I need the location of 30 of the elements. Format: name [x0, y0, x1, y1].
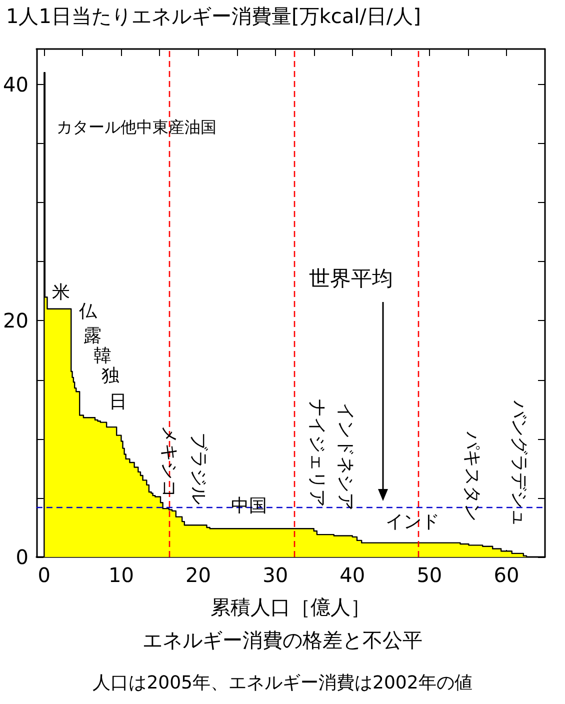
annotation: パキスタン — [461, 430, 482, 522]
annotation: 仏 — [78, 300, 98, 322]
x-tick-label: 20 — [186, 563, 211, 587]
x-tick-label: 0 — [38, 563, 51, 587]
annotation: メキシコ — [158, 425, 180, 498]
x-tick-label: 30 — [262, 563, 288, 587]
annotation: 韓 — [94, 346, 112, 367]
annotation: 日 — [109, 392, 128, 413]
annotation: インドネシア — [334, 402, 356, 511]
x-tick-label: 40 — [340, 563, 366, 587]
text: エネルギー消費の格差と不公平 — [142, 628, 422, 652]
annotation: 独 — [101, 366, 120, 387]
x-tick-label: 50 — [416, 563, 442, 587]
annotation: ブラジル — [188, 432, 209, 504]
y-tick-label: 0 — [16, 545, 28, 569]
y-axis-title: 1人1日当たりエネルギー消費量[万kcal/日/人] — [6, 4, 421, 28]
annotation: バングラデシュ — [508, 400, 530, 527]
annotation: ナイジェリア — [306, 399, 328, 508]
y-tick-label: 20 — [2, 308, 28, 333]
x-axis-title: 累積人口［億人］ — [210, 595, 371, 619]
annotation: カタール他中東産油国 — [56, 117, 216, 136]
annotation: 米 — [52, 282, 70, 303]
annotation: 中国 — [231, 496, 268, 517]
x-tick-label: 10 — [108, 563, 134, 587]
annotation: 露 — [84, 326, 102, 347]
text: 人口は2005年、エネルギー消費は2002年の値 — [92, 672, 472, 694]
annotation: 世界平均 — [309, 266, 394, 290]
annotation: インド — [385, 512, 440, 533]
y-tick-label: 40 — [2, 72, 28, 96]
x-tick-label: 60 — [494, 563, 520, 587]
